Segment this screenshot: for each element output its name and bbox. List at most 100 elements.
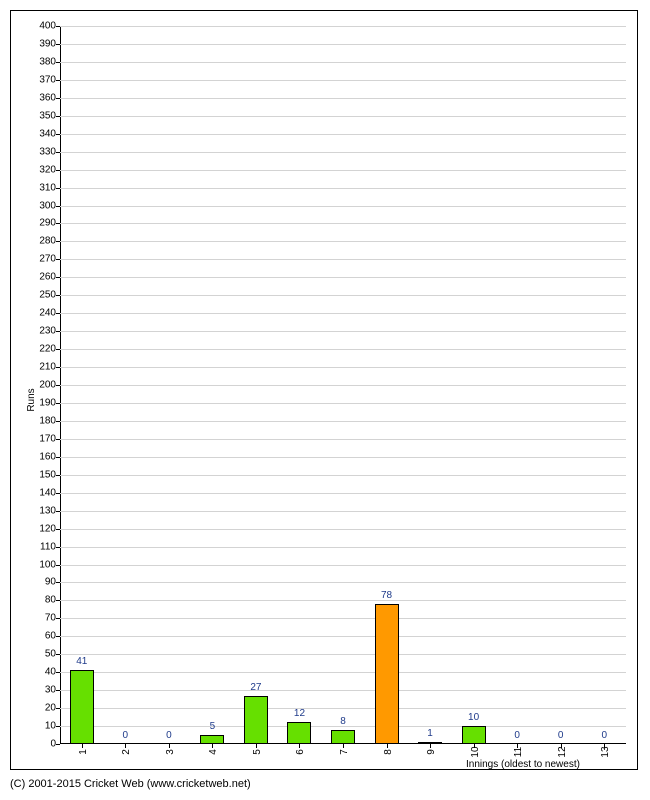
gridline — [60, 98, 626, 99]
y-tick-label: 340 — [39, 128, 60, 139]
bar-value-label: 0 — [601, 730, 607, 741]
y-tick-label: 120 — [39, 523, 60, 534]
y-tick-label: 20 — [45, 703, 60, 714]
y-tick-label: 370 — [39, 74, 60, 85]
gridline — [60, 439, 626, 440]
y-tick-label: 240 — [39, 308, 60, 319]
gridline — [60, 708, 626, 709]
y-tick-label: 330 — [39, 146, 60, 157]
gridline — [60, 529, 626, 530]
x-tick-label: 8 — [379, 749, 394, 755]
x-tick-label: 10 — [466, 746, 481, 757]
y-tick-label: 300 — [39, 200, 60, 211]
y-tick-label: 380 — [39, 56, 60, 67]
bar-value-label: 10 — [468, 712, 479, 723]
y-tick-label: 310 — [39, 182, 60, 193]
y-tick-label: 80 — [45, 595, 60, 606]
gridline — [60, 277, 626, 278]
x-tick-label: 11 — [509, 747, 524, 757]
bar-value-label: 0 — [166, 730, 172, 741]
gridline — [60, 511, 626, 512]
y-tick-label: 140 — [39, 487, 60, 498]
gridline — [60, 188, 626, 189]
bar-value-label: 0 — [558, 730, 564, 741]
x-tick-mark — [343, 744, 344, 748]
bar — [331, 730, 355, 744]
bar — [244, 696, 268, 744]
x-axis-label: Innings (oldest to newest) — [466, 759, 580, 770]
x-tick-mark — [387, 744, 388, 748]
y-tick-label: 210 — [39, 362, 60, 373]
bar — [70, 670, 94, 744]
y-tick-label: 290 — [39, 218, 60, 229]
y-tick-label: 90 — [45, 577, 60, 588]
y-tick-label: 160 — [39, 451, 60, 462]
y-tick-label: 190 — [39, 397, 60, 408]
x-tick-mark — [125, 744, 126, 748]
x-tick-label: 9 — [422, 749, 437, 755]
copyright-text: (C) 2001-2015 Cricket Web (www.cricketwe… — [10, 778, 251, 790]
y-tick-label: 30 — [45, 685, 60, 696]
bar-value-label: 0 — [123, 730, 129, 741]
gridline — [60, 170, 626, 171]
gridline — [60, 116, 626, 117]
x-tick-label: 6 — [291, 749, 306, 755]
y-tick-label: 280 — [39, 236, 60, 247]
bar-value-label: 41 — [76, 656, 87, 667]
y-tick-label: 100 — [39, 559, 60, 570]
x-tick-label: 5 — [248, 749, 263, 755]
gridline — [60, 385, 626, 386]
bar-value-label: 1 — [427, 728, 433, 739]
plot-area: 0102030405060708090100110120130140150160… — [60, 26, 626, 744]
gridline — [60, 259, 626, 260]
y-tick-label: 70 — [45, 613, 60, 624]
gridline — [60, 672, 626, 673]
y-tick-label: 150 — [39, 469, 60, 480]
gridline — [60, 134, 626, 135]
y-tick-label: 130 — [39, 505, 60, 516]
y-tick-label: 230 — [39, 326, 60, 337]
bar-value-label: 12 — [294, 708, 305, 719]
y-tick-label: 350 — [39, 110, 60, 121]
gridline — [60, 582, 626, 583]
bar — [375, 604, 399, 744]
gridline — [60, 331, 626, 332]
y-tick-label: 220 — [39, 344, 60, 355]
x-tick-label: 13 — [596, 746, 611, 757]
x-tick-label: 2 — [117, 749, 132, 755]
x-tick-label: 1 — [74, 749, 89, 755]
gridline — [60, 618, 626, 619]
gridline — [60, 295, 626, 296]
y-tick-label: 0 — [50, 739, 60, 750]
y-tick-label: 170 — [39, 433, 60, 444]
y-tick-label: 360 — [39, 92, 60, 103]
x-tick-mark — [169, 744, 170, 748]
bar — [462, 726, 486, 744]
x-tick-mark — [256, 744, 257, 748]
y-tick-label: 320 — [39, 164, 60, 175]
gridline — [60, 206, 626, 207]
y-tick-label: 250 — [39, 290, 60, 301]
gridline — [60, 690, 626, 691]
y-axis-label: Runs — [26, 388, 37, 411]
gridline — [60, 241, 626, 242]
gridline — [60, 80, 626, 81]
x-tick-label: 3 — [161, 749, 176, 755]
y-tick-label: 400 — [39, 21, 60, 32]
gridline — [60, 223, 626, 224]
x-tick-mark — [299, 744, 300, 748]
y-tick-label: 260 — [39, 272, 60, 283]
y-tick-label: 180 — [39, 415, 60, 426]
x-tick-mark — [82, 744, 83, 748]
gridline — [60, 493, 626, 494]
bar-value-label: 8 — [340, 716, 346, 727]
x-tick-label: 4 — [204, 749, 219, 755]
bar-value-label: 5 — [210, 721, 216, 732]
gridline — [60, 565, 626, 566]
bar-value-label: 27 — [250, 682, 261, 693]
gridline — [60, 600, 626, 601]
y-tick-label: 270 — [39, 254, 60, 265]
gridline — [60, 152, 626, 153]
gridline — [60, 349, 626, 350]
gridline — [60, 457, 626, 458]
